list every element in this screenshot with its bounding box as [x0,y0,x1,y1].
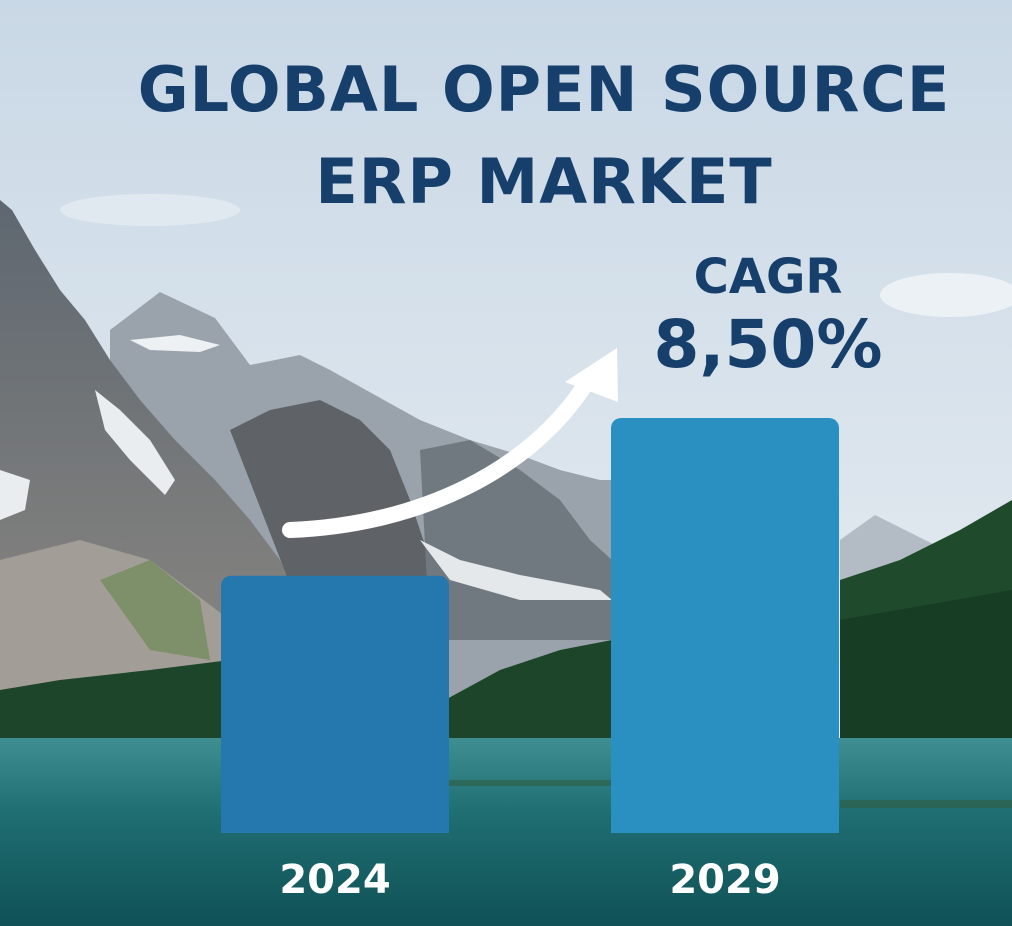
lake [0,738,1012,926]
cagr-annotation: CAGR 8,50% [620,248,916,384]
bar-base-2029 [611,821,839,833]
x-tick-label: 2024 [279,857,390,903]
chart-title: GLOBAL OPEN SOURCE ERP MARKET [60,44,1012,228]
bar-base-2024 [221,821,449,833]
bar-2024 [221,575,449,833]
title-line-2: ERP MARKET [315,145,773,218]
growth-arrow-icon [282,348,618,538]
title-line-1: GLOBAL OPEN SOURCE [137,53,951,126]
cagr-label: CAGR [693,249,843,305]
cagr-value: 8,50% [653,306,883,383]
bar-2029 [611,418,839,833]
x-tick-label: 2029 [669,857,780,903]
